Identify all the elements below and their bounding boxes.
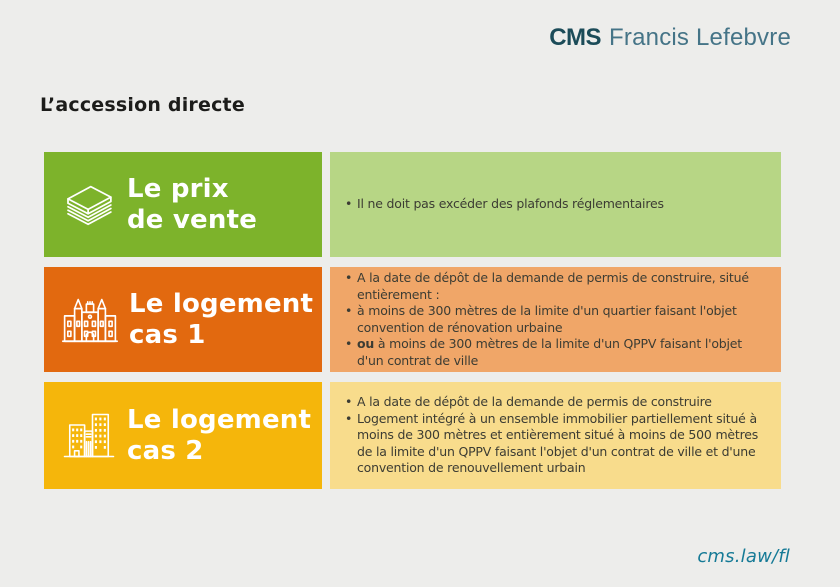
bullet-item: A la date de dépôt de la demande de perm… <box>345 394 769 411</box>
classical-building-icon <box>61 293 119 346</box>
row-title-prix-de-vente: Le prix de vente <box>127 174 258 235</box>
row-title-logement-cas-2: Le logement cas 2 <box>127 405 312 466</box>
bullet-item: à moins de 300 mètres de la limite d'un … <box>345 303 769 336</box>
row-panel-logement-cas-1: A la date de dépôt de la demande de perm… <box>330 267 781 372</box>
row-head-prix-de-vente: Le prix de vente <box>44 152 322 257</box>
cms-logo-mark: CMS <box>549 24 602 51</box>
row-title-logement-cas-1: Le logement cas 1 <box>129 289 314 350</box>
row-head-logement-cas-2: Le logement cas 2 <box>44 382 322 489</box>
footer-url-link[interactable]: cms.law/fl <box>697 546 790 567</box>
page-title: L’accession directe <box>40 94 245 116</box>
row-head-logement-cas-1: Le logement cas 1 <box>44 267 322 372</box>
row-panel-logement-cas-2: A la date de dépôt de la demande de perm… <box>330 382 781 489</box>
cms-francis-lefebvre-logo: CMS Francis Lefebvre <box>549 26 791 50</box>
modern-buildings-icon <box>61 410 117 461</box>
cms-logo-name: Francis Lefebvre <box>609 24 791 51</box>
bullet-item: Il ne doit pas excéder des plafonds régl… <box>345 196 769 213</box>
bullet-item: A la date de dépôt de la demande de perm… <box>345 270 769 303</box>
row-panel-prix-de-vente: Il ne doit pas excéder des plafonds régl… <box>330 152 781 257</box>
banknotes-stack-icon <box>61 177 117 233</box>
bullet-item: ou à moins de 300 mètres de la limite d'… <box>345 336 769 369</box>
bullet-item: Logement intégré à un ensemble immobilie… <box>345 411 769 477</box>
footer: cms.law/fl <box>697 546 790 567</box>
